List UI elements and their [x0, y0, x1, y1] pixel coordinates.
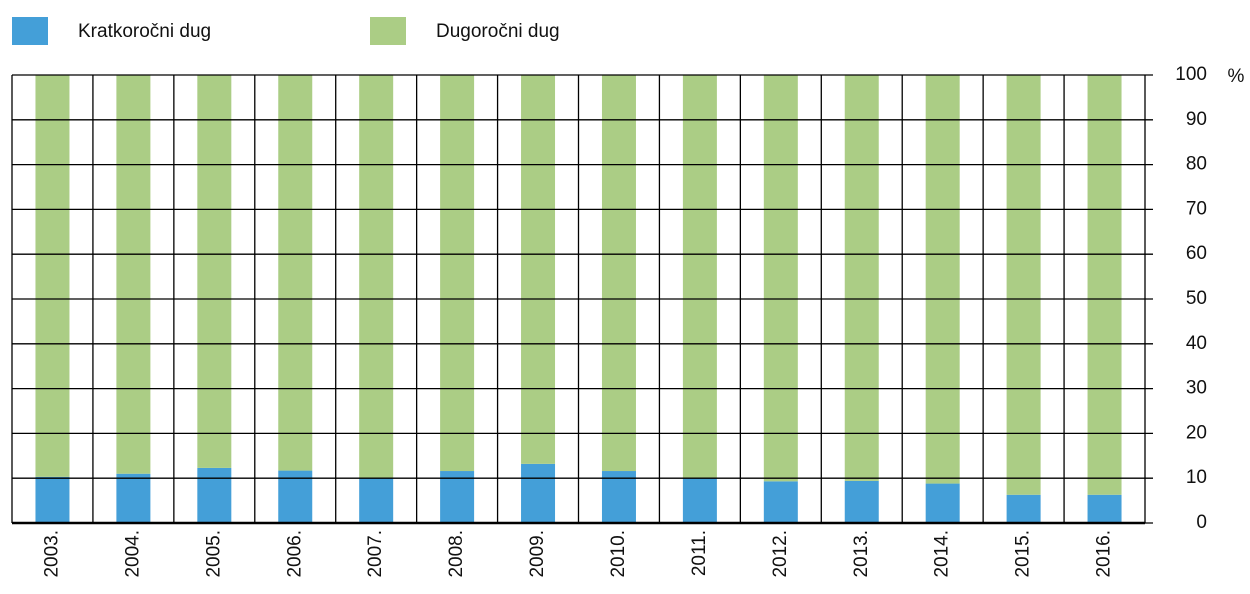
bar-segment — [278, 75, 313, 471]
x-tick-label: 2015. — [1013, 530, 1034, 578]
x-tick-label: 2006. — [284, 530, 305, 578]
bar-segment — [1087, 494, 1122, 523]
bar-segment — [844, 75, 879, 481]
bar-segment — [925, 483, 960, 523]
legend-swatch — [12, 17, 48, 45]
x-tick-label: 2008. — [446, 530, 467, 578]
x-tick-label: 2011. — [689, 530, 710, 576]
x-tick-label: 2013. — [851, 530, 872, 578]
y-unit: % — [1228, 66, 1245, 87]
bar-segment — [925, 75, 960, 484]
x-tick-label: 2003. — [41, 530, 62, 578]
legend-swatch — [370, 17, 406, 45]
x-tick-label: 2007. — [365, 530, 386, 578]
bar-segment — [682, 478, 717, 523]
y-tick-label: 60 — [1186, 243, 1207, 264]
y-tick-label: 20 — [1186, 422, 1207, 443]
bar-segment — [35, 476, 70, 523]
bar-segment — [440, 75, 475, 472]
legend-label: Dugoročni dug — [436, 21, 560, 42]
bar-segment — [844, 480, 879, 523]
y-tick-label: 70 — [1186, 198, 1207, 219]
y-tick-label: 30 — [1186, 378, 1207, 399]
legend-label: Kratkoročni dug — [78, 21, 211, 42]
bar-segment — [1006, 75, 1041, 495]
x-tick-label: 2004. — [122, 530, 143, 578]
bar-segment — [440, 471, 475, 523]
y-tick-label: 90 — [1186, 109, 1207, 130]
bar-segment — [601, 75, 636, 472]
bar-segment — [359, 75, 394, 479]
bar-segment — [1006, 494, 1041, 523]
bar-segment — [116, 75, 151, 474]
y-tick-label: 50 — [1186, 288, 1207, 309]
x-tick-label: 2016. — [1094, 530, 1115, 578]
bar-segment — [521, 75, 556, 464]
bar-segment — [197, 467, 232, 523]
y-tick-label: 80 — [1186, 154, 1207, 175]
x-tick-label: 2012. — [770, 530, 791, 578]
y-tick-label: 10 — [1186, 467, 1207, 488]
y-tick-label: 100 — [1175, 64, 1207, 85]
bar-segment — [521, 463, 556, 523]
x-tick-label: 2014. — [932, 530, 953, 578]
y-tick-label: 40 — [1186, 333, 1207, 354]
x-tick-label: 2005. — [203, 530, 224, 578]
bar-segment — [359, 478, 394, 523]
bar-segment — [278, 470, 313, 523]
x-tick-label: 2010. — [608, 530, 629, 578]
bar-segment — [763, 75, 798, 482]
bar-segment — [197, 75, 232, 468]
bar-segment — [763, 481, 798, 523]
bar-segment — [1087, 75, 1122, 495]
bar-segment — [682, 75, 717, 479]
x-tick-label: 2009. — [527, 530, 548, 578]
bar-segment — [116, 473, 151, 523]
bar-segment — [601, 471, 636, 523]
bar-segment — [35, 75, 70, 477]
y-tick-label: 0 — [1196, 512, 1207, 533]
